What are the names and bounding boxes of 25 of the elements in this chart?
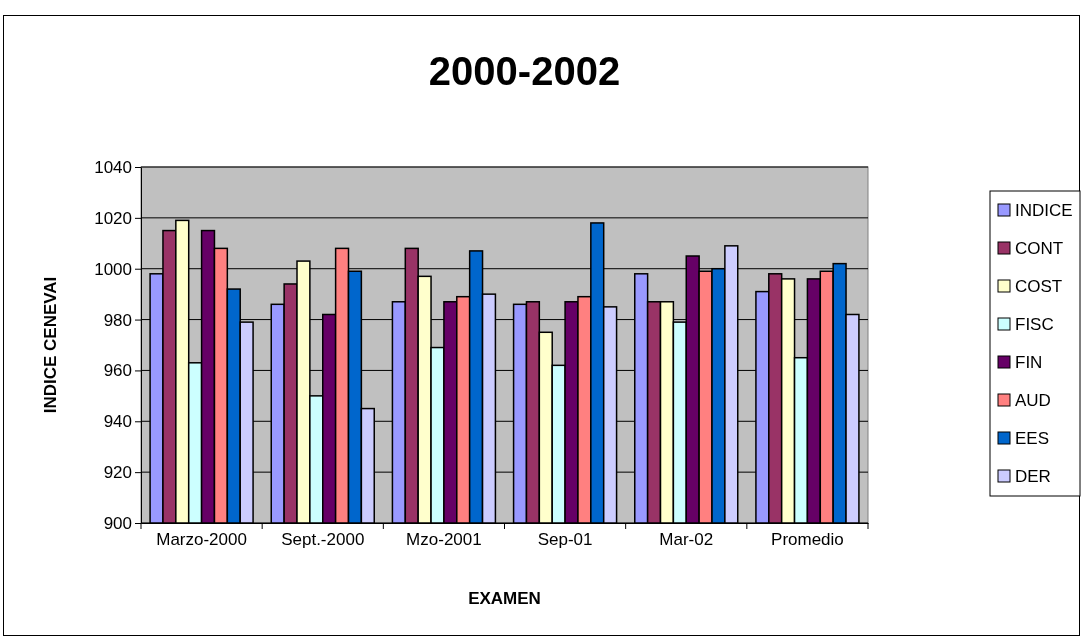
y-tick-label: 1000 (94, 259, 132, 279)
y-tick-label: 900 (103, 513, 132, 533)
y-tick-label: 1040 (94, 157, 132, 177)
y-tick-label: 960 (103, 361, 132, 381)
x-tick-label: Promedio (771, 530, 844, 550)
y-tick-label: 1020 (94, 208, 132, 228)
x-axis-title: EXAMEN (468, 589, 541, 608)
y-tick-label: 920 (103, 463, 132, 483)
x-tick-label: Sept.-2000 (281, 530, 365, 550)
legend-label: COST (1015, 277, 1063, 296)
x-tick-label: Sep-01 (537, 530, 593, 550)
x-tick-label: Mzo-2001 (406, 530, 482, 550)
legend-label: INDICE (1015, 201, 1073, 220)
y-axis-title: INDICE CENEVAI (41, 276, 60, 414)
legend-label: EES (1015, 429, 1050, 448)
x-tick-label: Mar-02 (659, 530, 714, 550)
legend-label: CONT (1015, 239, 1064, 258)
legend-label: AUD (1015, 391, 1051, 410)
legend-label: FISC (1015, 315, 1054, 334)
legend-label: FIN (1015, 353, 1043, 372)
chart-title: 2000-2002 (428, 49, 621, 93)
legend-label: DER (1015, 467, 1051, 486)
y-tick-label: 940 (103, 412, 132, 432)
y-tick-label: 980 (103, 310, 132, 330)
x-tick-label: Marzo-2000 (156, 530, 247, 550)
